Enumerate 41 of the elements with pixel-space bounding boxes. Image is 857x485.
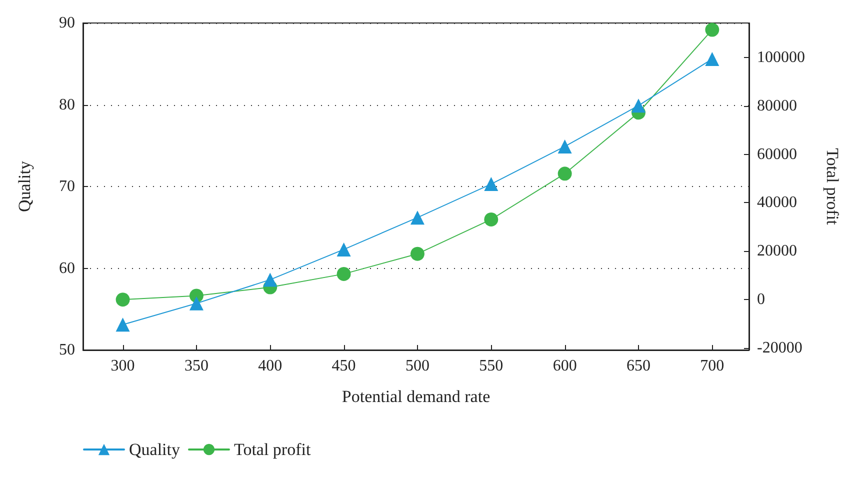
y-tick-label: 50: [59, 342, 75, 358]
y-tick-label: 60: [59, 260, 75, 277]
y2-tick-label: 100000: [757, 48, 805, 66]
point: [336, 266, 351, 281]
y-axis-title: Quality: [15, 160, 34, 212]
x-tick-label: 550: [479, 358, 504, 374]
y-tick-label: 70: [59, 178, 75, 195]
point: [410, 246, 424, 261]
x-tick-label: 600: [552, 358, 577, 374]
point: [705, 22, 720, 37]
y2-tick-label: -20000: [757, 340, 802, 357]
point: [484, 212, 498, 226]
point: [189, 296, 204, 310]
point: [484, 177, 498, 192]
point: [631, 98, 646, 113]
y2-tick-label: 60000: [757, 146, 797, 163]
point: [263, 272, 278, 287]
y2-tick-label: 20000: [757, 242, 797, 260]
y2-axis-title: Total profit: [823, 148, 842, 226]
legend-label: Total profit: [234, 440, 311, 459]
x-tick-label: 400: [258, 358, 282, 374]
x-tick-label: 350: [184, 358, 208, 374]
x-tick-label: 450: [332, 358, 356, 374]
point: [336, 242, 351, 256]
x-tick-label: 650: [626, 358, 650, 374]
y2-tick-label: 80000: [757, 97, 797, 114]
y-tick-label: 90: [59, 14, 75, 32]
y2-tick-label: 40000: [757, 194, 797, 212]
x-tick-label: 500: [405, 358, 430, 374]
y2-tick-label: 0: [757, 291, 765, 308]
point: [558, 139, 572, 154]
point: [116, 318, 130, 332]
point: [705, 52, 720, 66]
y-tick-label: 80: [59, 96, 75, 114]
point: [410, 210, 424, 225]
point: [558, 166, 572, 181]
x-tick-label: 700: [700, 358, 724, 374]
x-axis-title: Potential demand rate: [342, 387, 490, 406]
point: [116, 292, 130, 307]
x-tick-label: 300: [110, 358, 135, 374]
legend-label: Quality: [129, 440, 180, 459]
